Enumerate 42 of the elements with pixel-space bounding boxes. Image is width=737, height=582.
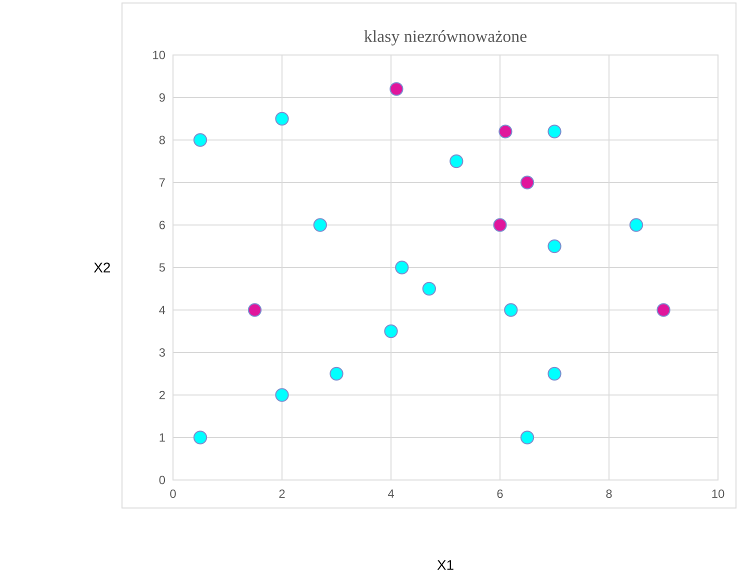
point xyxy=(504,303,518,317)
point xyxy=(520,176,534,190)
point xyxy=(629,218,644,232)
point xyxy=(193,430,208,444)
x-axis-title: X1 xyxy=(437,560,454,570)
x-tick-label: 6 xyxy=(497,490,503,498)
point xyxy=(548,239,562,254)
point xyxy=(656,303,670,317)
point xyxy=(384,324,398,338)
point xyxy=(450,154,464,168)
y-tick-label: 2 xyxy=(159,390,165,400)
y-tick-label: 1 xyxy=(160,433,165,442)
y-tick-label: 0 xyxy=(159,476,166,484)
point xyxy=(313,218,328,232)
y-tick-label: 5 xyxy=(159,263,165,272)
y-tick-label: 9 xyxy=(159,93,165,102)
x-tick-label: 2 xyxy=(279,490,285,498)
point xyxy=(548,366,562,381)
point xyxy=(520,430,534,444)
y-tick-label: 4 xyxy=(159,306,166,314)
y-axis-title: X2 xyxy=(94,262,110,272)
x-tick-label: 10 xyxy=(712,490,724,498)
point xyxy=(422,282,436,296)
chart-title: klasy niezrównoważone xyxy=(364,30,527,46)
point xyxy=(275,388,289,402)
point xyxy=(390,82,404,96)
point xyxy=(248,303,262,317)
y-tick-label: 8 xyxy=(159,136,165,144)
y-tick-label: 3 xyxy=(159,348,165,357)
y-tick-label: 7 xyxy=(159,178,165,187)
x-tick-label: 8 xyxy=(606,490,612,498)
point xyxy=(275,112,289,126)
point xyxy=(330,366,344,381)
y-tick-label: 6 xyxy=(159,220,165,230)
point xyxy=(395,260,409,274)
point xyxy=(493,218,507,232)
x-tick-label: 4 xyxy=(388,490,394,498)
point xyxy=(498,124,512,138)
point xyxy=(193,133,208,147)
y-tick-label: 10 xyxy=(153,50,166,60)
x-tick-label: 0 xyxy=(170,490,176,498)
point xyxy=(548,124,562,138)
